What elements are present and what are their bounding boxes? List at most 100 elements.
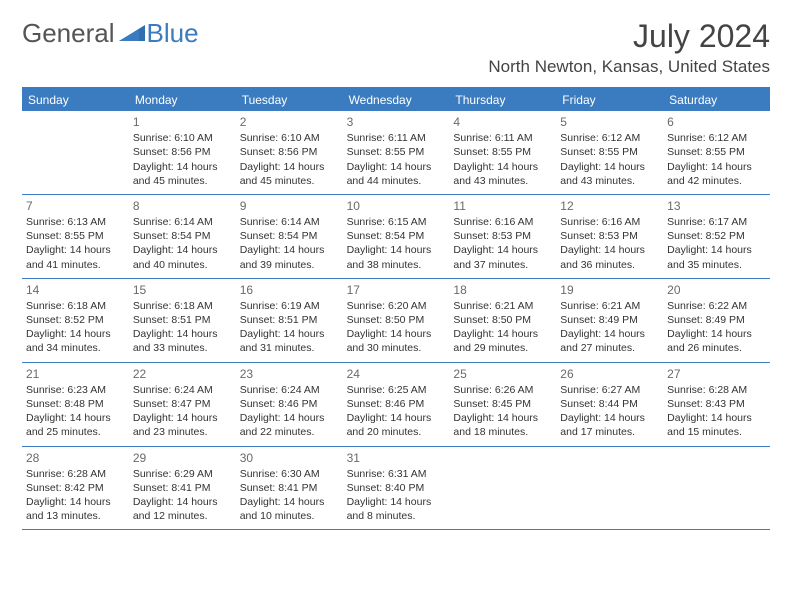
day-cell: [663, 447, 770, 530]
day-number: 1: [133, 114, 232, 130]
sunset-text: Sunset: 8:53 PM: [453, 229, 552, 243]
day-cell: 22Sunrise: 6:24 AMSunset: 8:47 PMDayligh…: [129, 363, 236, 446]
daylight-text: Daylight: 14 hours and 34 minutes.: [26, 327, 125, 355]
day-number: 4: [453, 114, 552, 130]
day-number: 31: [347, 450, 446, 466]
day-cell: 17Sunrise: 6:20 AMSunset: 8:50 PMDayligh…: [343, 279, 450, 362]
logo: General Blue: [22, 18, 199, 49]
daylight-text: Daylight: 14 hours and 45 minutes.: [240, 160, 339, 188]
sunset-text: Sunset: 8:54 PM: [240, 229, 339, 243]
daylight-text: Daylight: 14 hours and 20 minutes.: [347, 411, 446, 439]
sunrise-text: Sunrise: 6:29 AM: [133, 467, 232, 481]
sunrise-text: Sunrise: 6:20 AM: [347, 299, 446, 313]
day-cell: 23Sunrise: 6:24 AMSunset: 8:46 PMDayligh…: [236, 363, 343, 446]
sunrise-text: Sunrise: 6:12 AM: [667, 131, 766, 145]
day-cell: 10Sunrise: 6:15 AMSunset: 8:54 PMDayligh…: [343, 195, 450, 278]
day-cell: 24Sunrise: 6:25 AMSunset: 8:46 PMDayligh…: [343, 363, 450, 446]
day-number: 5: [560, 114, 659, 130]
day-cell: 31Sunrise: 6:31 AMSunset: 8:40 PMDayligh…: [343, 447, 450, 530]
day-cell: 26Sunrise: 6:27 AMSunset: 8:44 PMDayligh…: [556, 363, 663, 446]
sunrise-text: Sunrise: 6:25 AM: [347, 383, 446, 397]
header: General Blue July 2024 North Newton, Kan…: [0, 0, 792, 81]
sunrise-text: Sunrise: 6:10 AM: [240, 131, 339, 145]
day-cell: 6Sunrise: 6:12 AMSunset: 8:55 PMDaylight…: [663, 111, 770, 194]
sunrise-text: Sunrise: 6:24 AM: [133, 383, 232, 397]
day-cell: 15Sunrise: 6:18 AMSunset: 8:51 PMDayligh…: [129, 279, 236, 362]
day-cell: 25Sunrise: 6:26 AMSunset: 8:45 PMDayligh…: [449, 363, 556, 446]
sunrise-text: Sunrise: 6:14 AM: [133, 215, 232, 229]
day-number: 7: [26, 198, 125, 214]
month-title: July 2024: [488, 18, 770, 55]
daylight-text: Daylight: 14 hours and 41 minutes.: [26, 243, 125, 271]
day-number: 25: [453, 366, 552, 382]
sunset-text: Sunset: 8:55 PM: [347, 145, 446, 159]
daylight-text: Daylight: 14 hours and 42 minutes.: [667, 160, 766, 188]
day-number: 29: [133, 450, 232, 466]
day-number: 3: [347, 114, 446, 130]
daylight-text: Daylight: 14 hours and 13 minutes.: [26, 495, 125, 523]
week-row: 21Sunrise: 6:23 AMSunset: 8:48 PMDayligh…: [22, 363, 770, 447]
day-number: 24: [347, 366, 446, 382]
day-cell: 21Sunrise: 6:23 AMSunset: 8:48 PMDayligh…: [22, 363, 129, 446]
day-cell: 19Sunrise: 6:21 AMSunset: 8:49 PMDayligh…: [556, 279, 663, 362]
day-cell: 4Sunrise: 6:11 AMSunset: 8:55 PMDaylight…: [449, 111, 556, 194]
day-number: 10: [347, 198, 446, 214]
sunset-text: Sunset: 8:46 PM: [347, 397, 446, 411]
sunrise-text: Sunrise: 6:10 AM: [133, 131, 232, 145]
day-cell: 3Sunrise: 6:11 AMSunset: 8:55 PMDaylight…: [343, 111, 450, 194]
day-cell: 12Sunrise: 6:16 AMSunset: 8:53 PMDayligh…: [556, 195, 663, 278]
day-cell: [449, 447, 556, 530]
title-block: July 2024 North Newton, Kansas, United S…: [488, 18, 770, 77]
day-header-wednesday: Wednesday: [343, 89, 450, 111]
daylight-text: Daylight: 14 hours and 15 minutes.: [667, 411, 766, 439]
daylight-text: Daylight: 14 hours and 33 minutes.: [133, 327, 232, 355]
daylight-text: Daylight: 14 hours and 26 minutes.: [667, 327, 766, 355]
day-number: 21: [26, 366, 125, 382]
day-cell: 14Sunrise: 6:18 AMSunset: 8:52 PMDayligh…: [22, 279, 129, 362]
day-number: 22: [133, 366, 232, 382]
sunrise-text: Sunrise: 6:27 AM: [560, 383, 659, 397]
logo-text-blue: Blue: [147, 18, 199, 49]
sunrise-text: Sunrise: 6:16 AM: [453, 215, 552, 229]
daylight-text: Daylight: 14 hours and 8 minutes.: [347, 495, 446, 523]
sunrise-text: Sunrise: 6:19 AM: [240, 299, 339, 313]
day-cell: 7Sunrise: 6:13 AMSunset: 8:55 PMDaylight…: [22, 195, 129, 278]
day-cell: 11Sunrise: 6:16 AMSunset: 8:53 PMDayligh…: [449, 195, 556, 278]
sunset-text: Sunset: 8:52 PM: [26, 313, 125, 327]
sunrise-text: Sunrise: 6:17 AM: [667, 215, 766, 229]
sunset-text: Sunset: 8:48 PM: [26, 397, 125, 411]
location: North Newton, Kansas, United States: [488, 57, 770, 77]
day-cell: [556, 447, 663, 530]
day-cell: [22, 111, 129, 194]
daylight-text: Daylight: 14 hours and 30 minutes.: [347, 327, 446, 355]
daylight-text: Daylight: 14 hours and 25 minutes.: [26, 411, 125, 439]
daylight-text: Daylight: 14 hours and 22 minutes.: [240, 411, 339, 439]
logo-triangle-icon: [119, 21, 145, 46]
day-number: 9: [240, 198, 339, 214]
sunset-text: Sunset: 8:54 PM: [347, 229, 446, 243]
sunset-text: Sunset: 8:56 PM: [133, 145, 232, 159]
sunrise-text: Sunrise: 6:13 AM: [26, 215, 125, 229]
sunrise-text: Sunrise: 6:24 AM: [240, 383, 339, 397]
sunrise-text: Sunrise: 6:11 AM: [347, 131, 446, 145]
day-number: 18: [453, 282, 552, 298]
week-row: 14Sunrise: 6:18 AMSunset: 8:52 PMDayligh…: [22, 279, 770, 363]
sunset-text: Sunset: 8:49 PM: [667, 313, 766, 327]
day-cell: 27Sunrise: 6:28 AMSunset: 8:43 PMDayligh…: [663, 363, 770, 446]
daylight-text: Daylight: 14 hours and 17 minutes.: [560, 411, 659, 439]
sunrise-text: Sunrise: 6:12 AM: [560, 131, 659, 145]
day-cell: 2Sunrise: 6:10 AMSunset: 8:56 PMDaylight…: [236, 111, 343, 194]
day-number: 20: [667, 282, 766, 298]
daylight-text: Daylight: 14 hours and 43 minutes.: [453, 160, 552, 188]
day-header-row: Sunday Monday Tuesday Wednesday Thursday…: [22, 89, 770, 111]
daylight-text: Daylight: 14 hours and 40 minutes.: [133, 243, 232, 271]
day-cell: 5Sunrise: 6:12 AMSunset: 8:55 PMDaylight…: [556, 111, 663, 194]
day-number: 14: [26, 282, 125, 298]
sunset-text: Sunset: 8:43 PM: [667, 397, 766, 411]
day-number: 12: [560, 198, 659, 214]
sunset-text: Sunset: 8:54 PM: [133, 229, 232, 243]
sunset-text: Sunset: 8:42 PM: [26, 481, 125, 495]
week-row: 7Sunrise: 6:13 AMSunset: 8:55 PMDaylight…: [22, 195, 770, 279]
day-number: 2: [240, 114, 339, 130]
sunrise-text: Sunrise: 6:30 AM: [240, 467, 339, 481]
